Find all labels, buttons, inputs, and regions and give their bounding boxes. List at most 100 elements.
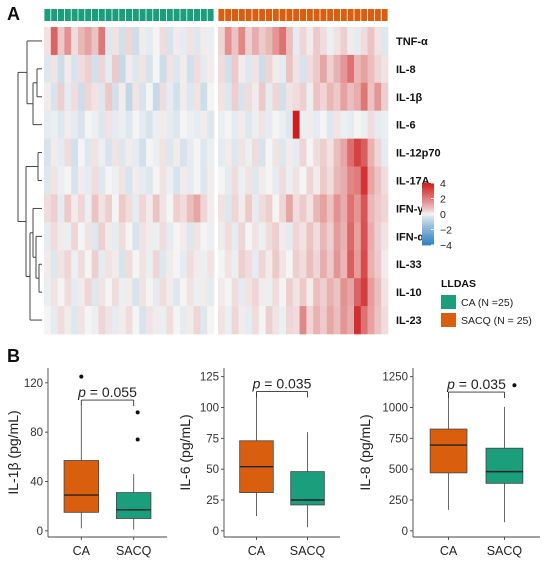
heatmap-cell [98, 54, 106, 84]
heatmap-cell [245, 278, 253, 307]
heatmap-cell [132, 194, 140, 223]
group-legend-swatch [441, 313, 456, 327]
heatmap-cell [299, 250, 307, 279]
heatmap-cell [159, 27, 167, 56]
heatmap-cell [64, 222, 72, 251]
heatmap-cell [200, 222, 208, 251]
heatmap-cell [306, 138, 314, 167]
heatmap-cell [286, 138, 294, 167]
color-scale-step [422, 206, 434, 209]
heatmap-cell [84, 166, 92, 195]
heatmap-cell [112, 54, 120, 84]
heatmap-cell [347, 222, 355, 251]
heatmap-cell [166, 166, 174, 195]
heatmap-cell [340, 110, 348, 139]
heatmap-cell [218, 166, 226, 195]
x-tick-label: SACQ [290, 544, 326, 558]
heatmap-cell [231, 222, 239, 251]
heatmap-cell [245, 54, 253, 84]
heatmap-cell [78, 278, 86, 307]
heatmap-cell [279, 138, 287, 167]
heatmap-cell [105, 54, 113, 84]
heatmap-cell [326, 138, 334, 167]
heatmap-cell [193, 278, 201, 307]
heatmap-cell [286, 82, 294, 112]
heatmap-cell [272, 27, 280, 56]
heatmap-cell [245, 27, 253, 56]
heatmap-cell [279, 222, 287, 251]
heatmap-cell [186, 194, 194, 223]
heatmap-cell [326, 82, 334, 112]
heatmap-cell [71, 250, 79, 279]
heatmap-cell [64, 54, 72, 84]
color-scale-step [422, 183, 434, 185]
heatmap-cell [292, 27, 300, 56]
heatmap-cell [367, 82, 375, 112]
heatmap-cell [84, 306, 92, 335]
group-annotation-cell [252, 9, 259, 21]
group-annotation-cell [126, 9, 132, 21]
heatmap-cell [381, 222, 389, 251]
heatmap-cell [258, 27, 266, 56]
heatmap-cell [218, 278, 226, 307]
heatmap-cell [381, 110, 389, 139]
color-scale-tick-label: 2 [440, 194, 446, 206]
heatmap-cell [50, 278, 58, 307]
group-annotation-cell [259, 9, 266, 21]
heatmap-cell [279, 82, 287, 112]
heatmap-cell [218, 110, 226, 139]
x-tick-label: SACQ [487, 544, 523, 558]
heatmap-cell [91, 82, 99, 112]
heatmap-cell [105, 110, 113, 139]
heatmap-cell [98, 138, 106, 167]
heatmap-cell [139, 278, 147, 307]
heatmap-cell [64, 82, 72, 112]
heatmap-cell [64, 110, 72, 139]
y-tick-label: 250 [389, 495, 408, 507]
heatmap-cell [146, 110, 154, 139]
heatmap-cell [306, 54, 314, 84]
group-annotation-cell [166, 9, 173, 21]
heatmap-cell [98, 82, 106, 112]
heatmap-cell [299, 306, 307, 335]
color-scale-step [422, 186, 434, 189]
heatmap-cell [320, 166, 328, 195]
heatmap-cell [180, 250, 188, 279]
heatmap-cell [252, 306, 260, 335]
heatmap-cell [50, 27, 58, 56]
heatmap-cell [320, 27, 328, 56]
row-dendrogram [17, 40, 42, 321]
heatmap-cell [193, 54, 201, 84]
heatmap-cell [265, 138, 273, 167]
color-scale-step [422, 227, 434, 230]
heatmap-cell [84, 138, 92, 167]
heatmap-cell [186, 166, 194, 195]
heatmap-cell [91, 110, 99, 139]
heatmap-cell [299, 138, 307, 167]
group-annotation-cell [354, 9, 361, 21]
heatmap-cell [125, 278, 133, 307]
heatmap-cell [265, 110, 273, 139]
heatmap-cell [91, 222, 99, 251]
heatmap-cell [186, 250, 194, 279]
heatmap-cell [333, 222, 341, 251]
heatmap-cell [299, 194, 307, 223]
heatmap-cell [279, 110, 287, 139]
color-scale-legend: 4 2 0 −2 −4 [422, 178, 452, 252]
heatmap-cell [173, 306, 181, 335]
heatmap-cell [71, 110, 79, 139]
y-axis-label: IL-8 (pg/mL) [357, 414, 373, 490]
heatmap-cell [360, 166, 368, 195]
heatmap-cell [173, 222, 181, 251]
heatmap-cell [50, 222, 58, 251]
heatmap-cell [381, 82, 389, 112]
heatmap-cell [306, 27, 314, 56]
heatmap-cell [374, 166, 382, 195]
heatmap-cell [313, 138, 321, 167]
heatmap-cell [118, 54, 126, 84]
heatmap-cell [354, 222, 362, 251]
heatmap-cell [252, 194, 260, 223]
heatmap-cell [286, 54, 294, 84]
heatmap-cell [326, 110, 334, 139]
heatmap-cell [245, 166, 253, 195]
